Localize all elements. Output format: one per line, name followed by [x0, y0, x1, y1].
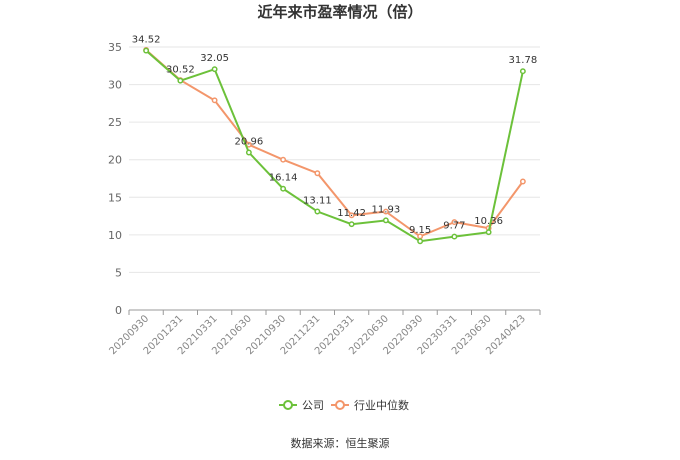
series-1-point	[280, 156, 287, 163]
series-0-point	[417, 238, 424, 245]
y-tick-label: 25	[108, 116, 122, 129]
data-labels: 34.52 30.52 32.05 20.96 16.14 13.11 11.42 11.93…	[132, 35, 537, 237]
data-label: 9.15	[409, 225, 431, 236]
data-label: 31.78	[509, 55, 538, 66]
y-tick-label: 5	[115, 266, 122, 279]
data-label: 13.11	[303, 195, 332, 206]
series-0-point	[382, 217, 389, 224]
chart-title: 近年来市盈率情况（倍）	[257, 3, 422, 21]
series-0-point	[348, 221, 355, 228]
x-axis: 2020093020201231202103312021063020210930…	[107, 309, 541, 357]
series-1-point	[314, 170, 321, 177]
y-tick-label: 20	[108, 154, 122, 167]
series-0-point	[280, 185, 287, 192]
y-tick-label: 10	[108, 229, 122, 242]
series-lines	[143, 47, 526, 245]
series-0-point	[211, 66, 218, 73]
series-0-point	[451, 233, 458, 240]
series-1-point	[382, 208, 389, 215]
series-1-point	[348, 212, 355, 219]
data-label: 32.05	[200, 53, 229, 64]
data-label: 11.93	[372, 204, 401, 215]
grid-lines	[129, 46, 540, 273]
data-label: 16.14	[269, 173, 298, 184]
series-1-point	[211, 97, 218, 104]
legend-label-1: 行业中位数	[354, 398, 409, 412]
series-0-point	[143, 47, 150, 54]
legend: 公司 行业中位数	[279, 398, 409, 412]
y-tick-label: 0	[115, 304, 122, 317]
data-label: 11.42	[337, 208, 366, 219]
y-axis-ticks: 0 5 10 15 20 25 30 35	[108, 41, 122, 317]
series-0-point	[177, 77, 184, 84]
y-tick-label: 30	[108, 79, 122, 92]
series-0-point	[245, 149, 252, 156]
series-1-point	[519, 178, 526, 185]
y-tick-label: 15	[108, 191, 122, 204]
legend-marker-0	[283, 400, 293, 410]
data-label: 10.36	[474, 216, 503, 227]
data-label: 9.77	[443, 221, 465, 232]
series-0-point	[314, 208, 321, 215]
series-0-point	[519, 68, 526, 75]
y-tick-label: 35	[108, 41, 122, 54]
source-note: 数据来源：恒生聚源	[291, 436, 390, 450]
data-label: 34.52	[132, 35, 161, 46]
series-1-point	[451, 219, 458, 226]
series-0-point	[485, 229, 492, 236]
series-line-1	[145, 49, 524, 238]
series-line-0	[145, 49, 524, 243]
data-label: 30.52	[166, 65, 195, 76]
legend-marker-1	[335, 400, 345, 410]
legend-label-0: 公司	[302, 399, 324, 412]
data-label: 20.96	[235, 137, 264, 148]
